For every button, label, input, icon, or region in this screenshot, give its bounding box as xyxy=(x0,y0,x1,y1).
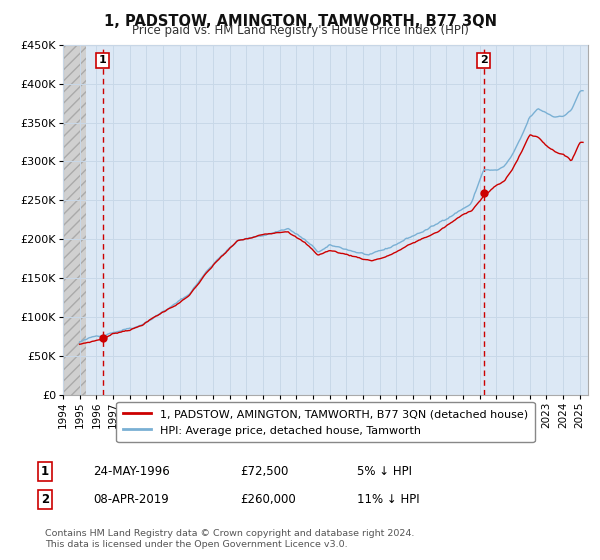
Legend: 1, PADSTOW, AMINGTON, TAMWORTH, B77 3QN (detached house), HPI: Average price, de: 1, PADSTOW, AMINGTON, TAMWORTH, B77 3QN … xyxy=(116,402,535,442)
Text: 1, PADSTOW, AMINGTON, TAMWORTH, B77 3QN: 1, PADSTOW, AMINGTON, TAMWORTH, B77 3QN xyxy=(104,14,497,29)
Bar xyxy=(63,45,86,395)
Text: 11% ↓ HPI: 11% ↓ HPI xyxy=(357,493,419,506)
Text: 2: 2 xyxy=(480,55,488,66)
Text: 2: 2 xyxy=(41,493,49,506)
Text: 08-APR-2019: 08-APR-2019 xyxy=(93,493,169,506)
Text: 24-MAY-1996: 24-MAY-1996 xyxy=(93,465,170,478)
Text: Contains HM Land Registry data © Crown copyright and database right 2024.
This d: Contains HM Land Registry data © Crown c… xyxy=(45,529,415,549)
Text: £260,000: £260,000 xyxy=(240,493,296,506)
Text: 1: 1 xyxy=(99,55,107,66)
Text: 1: 1 xyxy=(41,465,49,478)
Text: 5% ↓ HPI: 5% ↓ HPI xyxy=(357,465,412,478)
Text: Price paid vs. HM Land Registry's House Price Index (HPI): Price paid vs. HM Land Registry's House … xyxy=(131,24,469,37)
Text: £72,500: £72,500 xyxy=(240,465,289,478)
